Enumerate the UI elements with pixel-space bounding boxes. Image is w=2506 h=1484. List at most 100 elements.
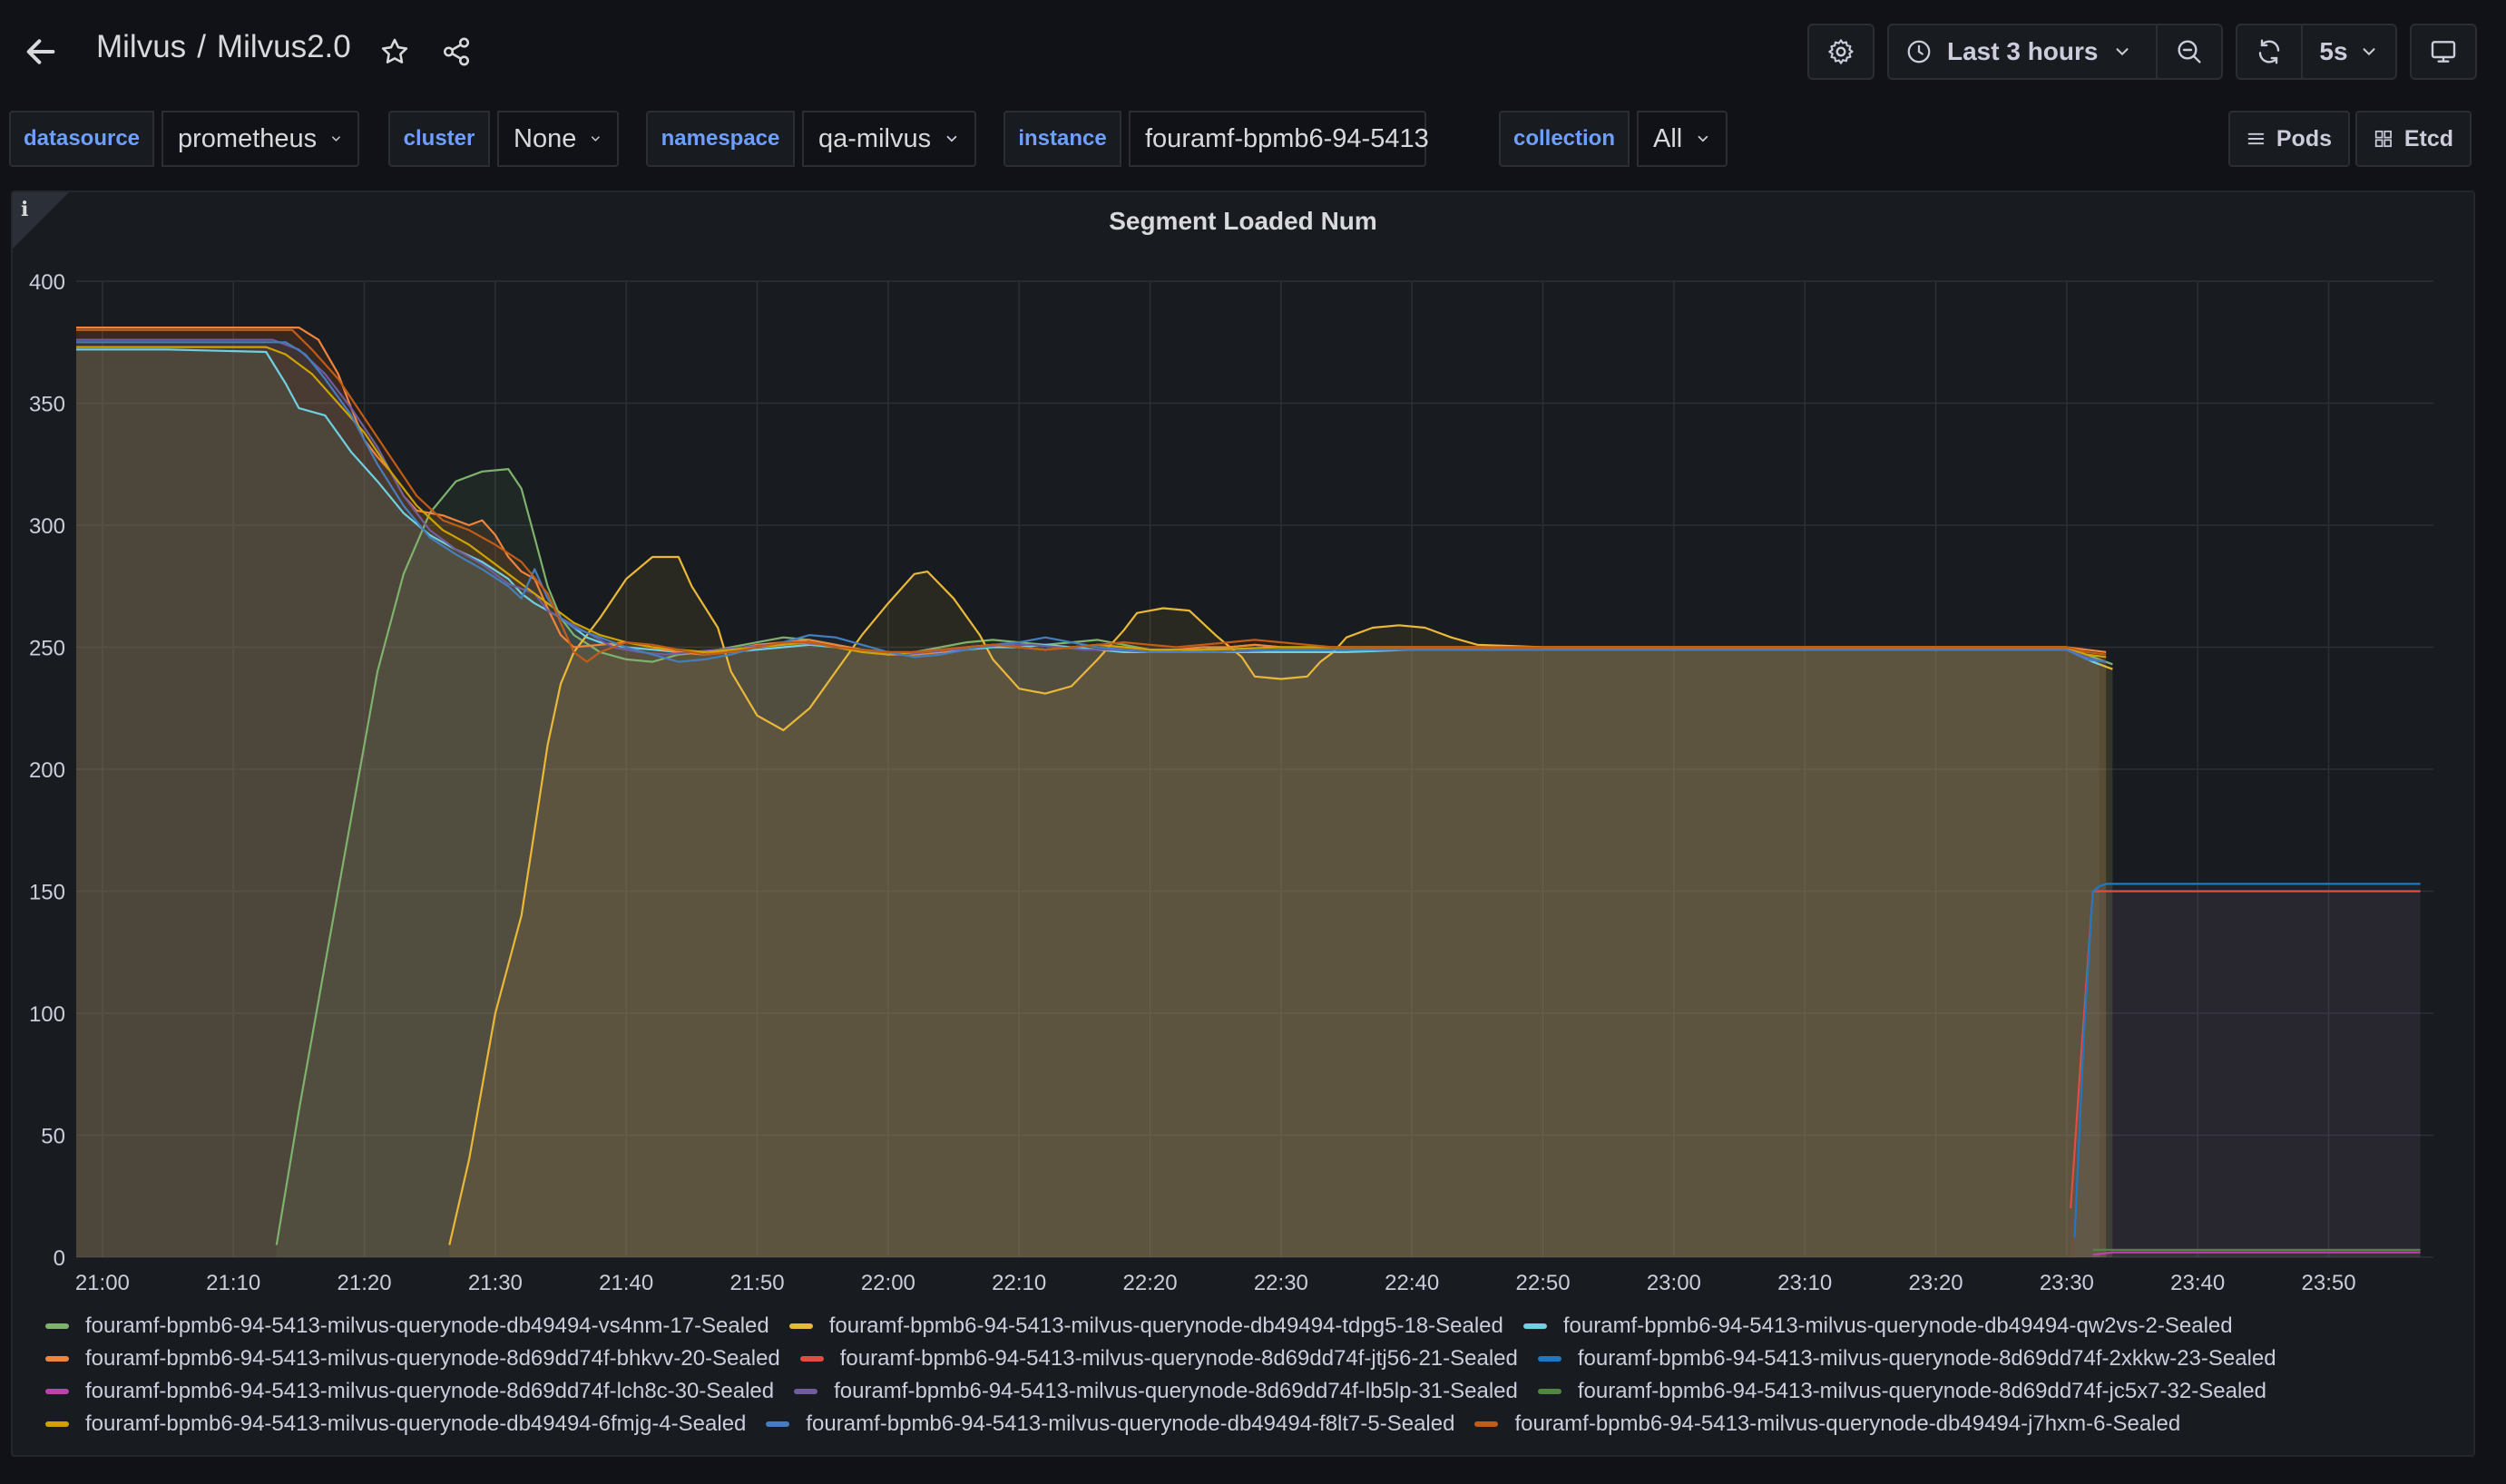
time-series-chart[interactable]: 0 50 100 150 200 250 300 350 400 21:00 21:10 21:20 2…	[13, 192, 2473, 1455]
legend-swatch	[45, 1323, 69, 1329]
legend-item[interactable]: fouramf-bpmb6-94-5413-milvus-querynode-8…	[1537, 1346, 2276, 1372]
y-tick-label: 300	[29, 514, 65, 539]
legend-row: fouramf-bpmb6-94-5413-milvus-querynode-8…	[45, 1342, 2441, 1375]
x-tick-label: 22:10	[992, 1271, 1046, 1295]
y-tick-label: 50	[41, 1125, 65, 1149]
variable-select-instance[interactable]: fouramf-bpmb6-94-5413	[1129, 111, 1429, 167]
time-range-picker[interactable]: Last 3 hours	[1887, 24, 2158, 80]
legend-item[interactable]: fouramf-bpmb6-94-5413-milvus-querynode-d…	[1522, 1313, 2233, 1339]
variable-label-datasource: datasource	[9, 111, 154, 167]
breadcrumb: Milvus / Milvus2.0	[96, 29, 351, 65]
y-tick-label: 100	[29, 1002, 65, 1027]
variable-select-namespace[interactable]: qa-milvus	[802, 111, 976, 167]
x-tick-label: 22:50	[1516, 1271, 1571, 1295]
legend-item[interactable]: fouramf-bpmb6-94-5413-milvus-querynode-8…	[45, 1379, 774, 1404]
pods-link-label: Pods	[2276, 125, 2332, 151]
apps-grid-icon	[2374, 130, 2392, 148]
etcd-link-label: Etcd	[2403, 125, 2453, 151]
x-tick-label: 23:00	[1647, 1271, 1701, 1295]
series-area-9	[76, 347, 2107, 1258]
legend-item[interactable]: fouramf-bpmb6-94-5413-milvus-querynode-8…	[1537, 1379, 2266, 1404]
panel-info-corner[interactable]	[13, 192, 69, 249]
variable-value-datasource: prometheus	[178, 123, 318, 153]
etcd-dashboard-link[interactable]: Etcd	[2355, 111, 2472, 167]
x-tick-label: 21:30	[468, 1271, 523, 1295]
dashboard-settings-button[interactable]	[1807, 24, 1875, 80]
legend-item[interactable]: fouramf-bpmb6-94-5413-milvus-querynode-d…	[45, 1411, 746, 1437]
breadcrumb-folder[interactable]: Milvus	[96, 29, 187, 64]
arrow-left-icon	[26, 39, 55, 64]
legend-item[interactable]: fouramf-bpmb6-94-5413-milvus-querynode-8…	[45, 1346, 780, 1372]
star-icon	[381, 38, 408, 63]
legend-label: fouramf-bpmb6-94-5413-milvus-querynode-d…	[85, 1411, 747, 1436]
x-tick-label: 23:20	[1909, 1271, 1963, 1295]
time-range-label: Last 3 hours	[1947, 37, 2099, 65]
legend-item[interactable]: fouramf-bpmb6-94-5413-milvus-querynode-d…	[1474, 1411, 2180, 1437]
series-area-2	[76, 349, 2100, 1257]
legend-swatch	[1537, 1356, 1561, 1362]
series-area-11	[76, 329, 2107, 1257]
back-button[interactable]	[20, 31, 62, 73]
variable-label-instance: instance	[1003, 111, 1121, 167]
dashboard-navbar: Milvus / Milvus2.0 Last 3 hours	[0, 0, 2506, 102]
legend-item[interactable]: fouramf-bpmb6-94-5413-milvus-querynode-d…	[788, 1313, 1503, 1339]
dashboard-title[interactable]: Milvus2.0	[216, 29, 351, 64]
chevron-down-icon	[2116, 48, 2129, 56]
legend-item[interactable]: fouramf-bpmb6-94-5413-milvus-querynode-d…	[766, 1411, 1454, 1437]
x-tick-label: 21:50	[730, 1271, 785, 1295]
legend-swatch	[794, 1389, 818, 1394]
refresh-interval-label: 5s	[2319, 37, 2348, 65]
legend-label: fouramf-bpmb6-94-5413-milvus-querynode-d…	[85, 1313, 769, 1338]
y-tick-label: 200	[29, 758, 65, 783]
series-line-1	[448, 555, 2113, 1245]
legend-swatch	[788, 1323, 813, 1329]
x-tick-label: 21:00	[75, 1271, 130, 1295]
legend-label: fouramf-bpmb6-94-5413-milvus-querynode-8…	[1577, 1379, 2266, 1403]
legend-swatch	[766, 1421, 790, 1427]
legend-label: fouramf-bpmb6-94-5413-milvus-querynode-d…	[806, 1411, 1455, 1436]
x-tick-label: 22:20	[1123, 1271, 1178, 1295]
series-area-1	[449, 557, 2113, 1257]
x-tick-label: 21:40	[599, 1271, 653, 1295]
variable-select-cluster[interactable]: None	[497, 111, 619, 167]
refresh-interval-picker[interactable]: 5s	[2301, 24, 2397, 80]
legend-swatch	[45, 1356, 69, 1362]
series-line-5	[2073, 883, 2421, 1238]
x-tick-label: 22:40	[1385, 1271, 1439, 1295]
gear-icon	[1828, 39, 1854, 64]
x-tick-label: 22:30	[1254, 1271, 1308, 1295]
refresh-button[interactable]	[2236, 24, 2303, 80]
chevron-down-icon	[592, 136, 601, 142]
monitor-icon	[2431, 41, 2456, 63]
variable-value-collection: All	[1653, 123, 1683, 153]
pods-dashboard-link[interactable]: Pods	[2228, 111, 2350, 167]
chart-legend: fouramf-bpmb6-94-5413-milvus-querynode-d…	[45, 1310, 2441, 1440]
y-tick-label: 150	[29, 881, 65, 905]
y-tick-label: 350	[29, 393, 65, 417]
panel-title[interactable]: Segment Loaded Num	[1109, 207, 1377, 235]
chevron-down-icon	[2363, 48, 2375, 56]
variable-value-cluster: None	[514, 123, 577, 153]
legend-item[interactable]: fouramf-bpmb6-94-5413-milvus-querynode-8…	[799, 1346, 1518, 1372]
share-button[interactable]	[437, 33, 475, 71]
info-icon[interactable]: i	[21, 198, 29, 221]
variable-select-datasource[interactable]: prometheus	[162, 111, 359, 167]
star-button[interactable]	[376, 33, 414, 71]
series-line-11	[76, 328, 2107, 663]
legend-swatch	[1522, 1323, 1547, 1329]
legend-row: fouramf-bpmb6-94-5413-milvus-querynode-d…	[45, 1310, 2441, 1342]
legend-swatch	[45, 1421, 69, 1427]
x-tick-label: 22:00	[861, 1271, 915, 1295]
variable-select-collection[interactable]: All	[1637, 111, 1728, 167]
zoom-out-icon	[2178, 40, 2201, 63]
cycle-view-mode-button[interactable]	[2410, 24, 2477, 80]
series-area-8	[2092, 1249, 2421, 1257]
legend-label: fouramf-bpmb6-94-5413-milvus-querynode-d…	[1562, 1313, 2233, 1338]
series-area-5	[2074, 884, 2421, 1257]
clock-icon	[1907, 40, 1931, 63]
zoom-out-button[interactable]	[2156, 24, 2223, 80]
legend-swatch	[1474, 1421, 1499, 1427]
legend-item[interactable]: fouramf-bpmb6-94-5413-milvus-querynode-8…	[794, 1379, 1518, 1404]
legend-item[interactable]: fouramf-bpmb6-94-5413-milvus-querynode-d…	[45, 1313, 769, 1339]
series-area-0	[276, 469, 2113, 1257]
